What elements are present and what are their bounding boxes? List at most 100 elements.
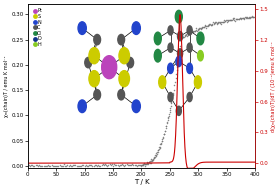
Point: [67, 164, 72, 167]
Point: [86, 164, 90, 167]
Point: [104, 163, 108, 166]
Point: [228, 19, 232, 22]
Point: [158, 145, 162, 148]
Point: [55, 164, 59, 167]
Point: [33, 163, 38, 166]
Point: [167, 115, 171, 118]
Point: [114, 164, 119, 167]
Point: [153, 154, 158, 157]
Point: [179, 36, 184, 40]
Point: [177, 52, 181, 55]
Point: [71, 164, 75, 167]
Point: [151, 158, 155, 161]
Point: [215, 22, 220, 25]
Point: [249, 15, 253, 18]
Point: [207, 24, 211, 27]
Point: [176, 62, 180, 65]
Point: [166, 116, 171, 119]
Point: [120, 162, 124, 165]
Point: [174, 72, 178, 75]
Point: [121, 164, 125, 167]
Point: [108, 164, 113, 167]
Point: [36, 164, 40, 167]
Point: [225, 20, 229, 23]
Point: [219, 23, 223, 26]
Point: [162, 132, 166, 135]
Point: [225, 18, 230, 21]
Point: [155, 149, 160, 152]
Point: [111, 164, 115, 167]
Point: [214, 21, 218, 24]
Point: [157, 147, 161, 150]
Point: [227, 18, 231, 21]
Point: [171, 91, 176, 94]
Point: [226, 20, 231, 23]
Point: [43, 164, 47, 167]
Point: [216, 20, 220, 23]
Point: [144, 163, 148, 166]
Point: [251, 15, 256, 18]
Point: [32, 164, 37, 167]
Point: [83, 164, 88, 167]
Point: [97, 164, 102, 167]
Point: [175, 69, 179, 72]
Point: [41, 164, 46, 167]
Point: [163, 129, 167, 132]
Point: [227, 19, 232, 22]
Point: [213, 20, 218, 23]
Point: [141, 162, 146, 165]
Point: [139, 164, 144, 167]
Point: [206, 24, 211, 27]
Point: [129, 163, 133, 166]
Point: [217, 20, 221, 23]
Point: [197, 26, 202, 29]
Point: [243, 16, 248, 19]
Point: [146, 161, 151, 164]
Point: [249, 15, 254, 18]
Point: [188, 31, 193, 34]
Point: [231, 17, 235, 20]
Point: [69, 164, 73, 167]
Point: [198, 27, 202, 30]
Point: [233, 19, 237, 22]
Point: [73, 164, 78, 167]
Point: [211, 21, 215, 24]
Point: [218, 21, 222, 24]
Point: [151, 156, 156, 160]
Point: [147, 160, 151, 163]
Point: [80, 163, 85, 166]
Point: [76, 164, 80, 167]
Point: [239, 16, 244, 19]
Point: [138, 163, 143, 166]
Point: [199, 27, 203, 30]
Point: [221, 21, 225, 24]
Point: [54, 164, 58, 167]
Point: [235, 18, 240, 21]
Point: [185, 34, 190, 37]
Point: [155, 152, 159, 155]
Point: [170, 97, 174, 100]
Point: [189, 30, 193, 33]
Point: [216, 21, 221, 24]
Point: [60, 164, 64, 167]
Point: [206, 23, 210, 26]
Point: [192, 30, 196, 33]
Point: [142, 163, 146, 166]
Point: [186, 32, 191, 35]
Point: [207, 23, 212, 26]
Point: [94, 163, 98, 166]
Point: [144, 161, 149, 164]
Point: [226, 19, 230, 22]
Point: [250, 15, 255, 18]
Point: [106, 163, 111, 166]
Point: [163, 126, 168, 129]
Point: [196, 29, 200, 32]
Point: [89, 163, 94, 166]
Point: [168, 108, 172, 112]
Point: [39, 164, 44, 167]
Point: [190, 30, 194, 33]
Point: [131, 164, 136, 167]
Point: [146, 163, 150, 166]
Point: [172, 88, 176, 91]
Point: [124, 163, 129, 166]
